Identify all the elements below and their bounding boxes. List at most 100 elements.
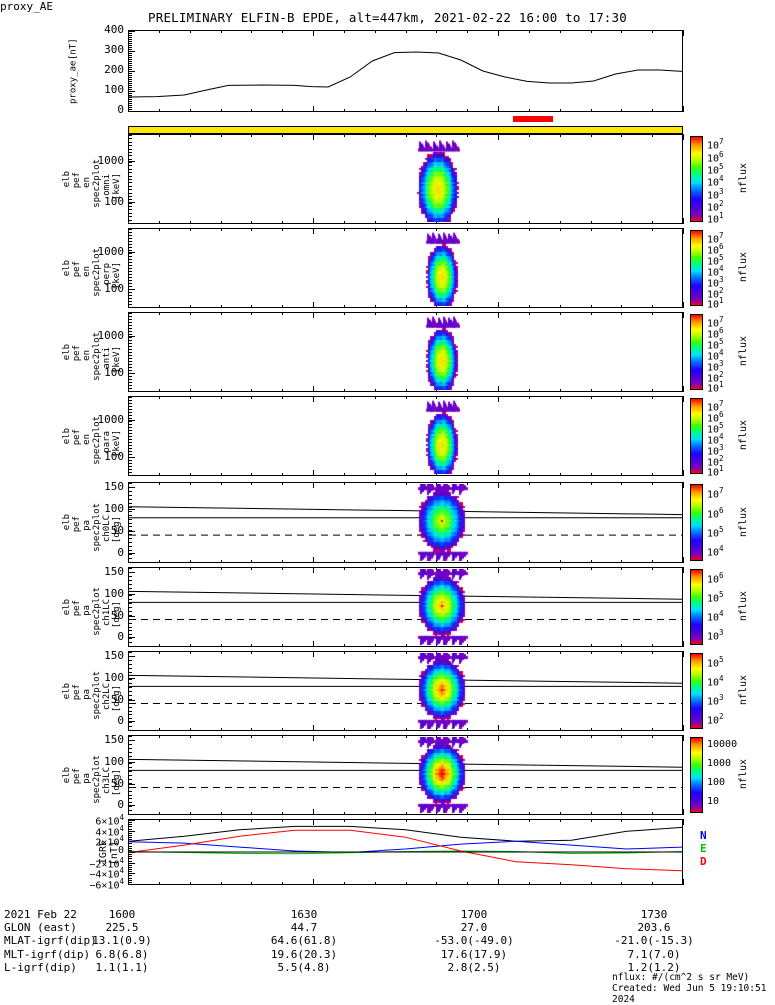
y-minor-tick [128,862,132,864]
x-minor-tick [282,819,284,822]
colorbar-tick: 101 [707,464,724,479]
y-minor-tick [128,554,132,556]
x-minor-tick [436,882,438,885]
y-minor-tick [128,714,132,716]
y-minor-tick [128,364,132,365]
ytick-pa-ch1lc: 0 [117,630,124,644]
x-minor-tick [343,312,345,315]
y-minor-tick [128,775,132,776]
x-minor-tick [220,312,222,315]
x-minor-tick [405,812,407,815]
x-minor-tick [652,735,654,738]
x-minor-tick [343,644,345,647]
y-minor-tick [128,655,132,657]
x-major-tick [683,641,684,647]
y-minor-tick [128,739,132,741]
y-minor-tick [128,466,132,467]
x-minor-tick [590,728,592,731]
x-minor-tick [343,30,345,33]
x-major-tick [313,651,314,657]
x-minor-tick [559,30,561,33]
y-minor-tick [128,301,132,302]
y-minor-tick [128,498,132,500]
y-minor-tick [128,202,132,204]
ylabel-part: elb [62,514,72,531]
colorbar-tick: 106 [707,326,724,341]
x-minor-tick [220,812,222,815]
y-minor-tick [128,881,132,883]
y-major-tick [128,420,135,421]
x-minor-tick [621,473,623,476]
x-major-tick [498,218,499,224]
spectrogram-en-omni [415,136,462,222]
y-minor-tick [128,91,132,92]
x-major-tick [313,641,314,647]
ylabel-en-anti: elb pef en spec2plot anti [keV] [14,312,122,392]
y-minor-tick [128,212,132,214]
y-minor-tick [128,31,132,32]
x-minor-tick [251,651,253,654]
x-minor-tick [405,134,407,137]
ytick-en-perp: 100 [104,281,124,295]
x-minor-tick [282,473,284,476]
y-major-tick [128,531,135,533]
x-minor-tick [528,651,530,654]
y-minor-tick [128,71,132,72]
x-minor-tick [282,109,284,112]
x-minor-tick [528,819,530,822]
y-minor-tick [128,391,132,392]
ylabel-part: elb [62,682,72,700]
y-minor-tick [128,79,132,80]
loss-cone-lines [129,674,682,704]
x-minor-tick [374,882,376,885]
y-minor-tick [128,192,132,194]
x-major-tick [128,134,129,140]
x-minor-tick [467,134,469,137]
x-minor-tick [559,728,561,731]
y-minor-tick [128,235,132,236]
colorbar-tick: 10000 [707,739,738,751]
x-minor-tick [251,567,253,570]
x-minor-tick [343,109,345,112]
x-minor-tick [405,735,407,738]
y-minor-tick [128,55,132,56]
panel-en-anti [128,312,683,392]
y-minor-tick [128,138,132,140]
y-minor-tick [128,530,132,532]
y-minor-tick [128,442,132,443]
y-minor-tick [128,603,132,605]
y-minor-tick [128,518,132,520]
x-minor-tick [374,221,376,224]
x-major-tick [683,735,684,741]
y-minor-tick [128,33,132,34]
y-minor-tick [128,141,132,143]
ytick-pa-ch0lc: 150 [104,479,124,493]
x-minor-tick [220,482,222,485]
loss-cone-lines [129,506,682,536]
y-minor-tick [128,856,132,858]
y-minor-tick [128,806,132,808]
colorbar-label-en-omni: nflux [738,163,749,194]
ytick-igrf: 0 [117,845,124,856]
colorbar-label-pa-ch1lc: nflux [738,591,749,622]
ylabel-part: elb [62,427,72,445]
x-major-tick [683,218,684,224]
x-minor-tick [282,228,284,231]
x-minor-tick [652,644,654,647]
metadata-value: 13.1(0.9) [92,934,152,948]
y-minor-tick [128,250,132,251]
y-minor-tick [128,722,132,724]
x-minor-tick [436,134,438,137]
x-minor-tick [652,312,654,315]
y-minor-tick [128,433,132,434]
y-minor-tick [128,730,132,731]
x-minor-tick [343,389,345,392]
x-major-tick [313,482,314,488]
ytick-pa-ch1lc: 100 [104,586,124,600]
y-minor-tick [128,832,132,834]
x-minor-tick [343,482,345,485]
x-major-tick [498,30,499,36]
y-minor-tick [128,439,132,440]
x-minor-tick [528,482,530,485]
x-major-tick [683,567,684,573]
